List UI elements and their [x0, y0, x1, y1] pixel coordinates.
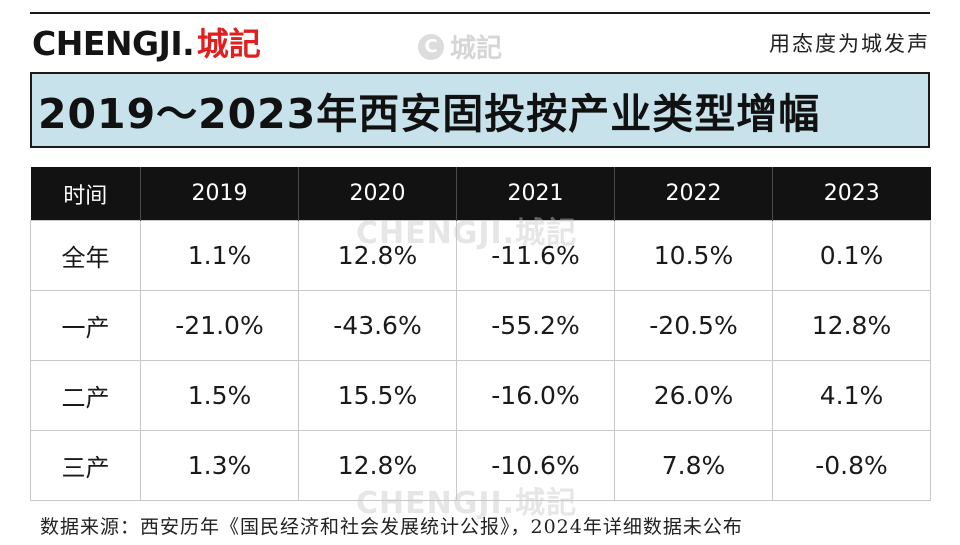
table-row: 二产 1.5% 15.5% -16.0% 26.0% 4.1% — [30, 360, 931, 431]
header-watermark: C 城記 — [418, 28, 502, 65]
header-cell-year: 2020 — [298, 167, 457, 221]
table-cell: -55.2% — [456, 290, 615, 361]
table-cell: -43.6% — [298, 290, 457, 361]
logo-dot: . — [182, 24, 195, 63]
table-row: 全年 1.1% 12.8% -11.6% 10.5% 0.1% — [30, 220, 931, 291]
row-label: 一产 — [30, 290, 141, 361]
header-cell-year: 2022 — [614, 167, 773, 221]
row-label: 全年 — [30, 220, 141, 291]
table-cell: 1.3% — [140, 430, 299, 501]
watermark-c-icon: C — [418, 33, 444, 60]
table-cell: 4.1% — [772, 360, 931, 431]
table-cell: 1.1% — [140, 220, 299, 291]
table-cell: 15.5% — [298, 360, 457, 431]
row-label: 二产 — [30, 360, 141, 431]
table-cell: 26.0% — [614, 360, 773, 431]
header-cell-year: 2019 — [140, 167, 299, 221]
page-title: 2019～2023年西安固投按产业类型增幅 — [38, 90, 821, 138]
watermark-text: 城記 — [450, 34, 503, 64]
table-cell: -11.6% — [456, 220, 615, 291]
title-banner: 2019～2023年西安固投按产业类型增幅 — [30, 72, 930, 148]
table-row: 三产 1.3% 12.8% -10.6% 7.8% -0.8% — [30, 430, 931, 501]
header-cell-year: 2021 — [456, 167, 615, 221]
logo-chinese-text: 城記 — [196, 25, 261, 63]
table-cell: 12.8% — [298, 220, 457, 291]
table-cell: -20.5% — [614, 290, 773, 361]
table-cell: 7.8% — [614, 430, 773, 501]
row-label: 三产 — [30, 430, 141, 501]
header-cell-year: 2023 — [772, 167, 931, 221]
top-divider — [30, 12, 930, 14]
source-note: 数据来源：西安历年《国民经济和社会发展统计公报》，2024年详细数据未公布 — [40, 516, 743, 538]
table-cell: 10.5% — [614, 220, 773, 291]
table-cell: 12.8% — [298, 430, 457, 501]
table-cell: 0.1% — [772, 220, 931, 291]
table-row: 一产 -21.0% -43.6% -55.2% -20.5% 12.8% — [30, 290, 931, 361]
table-cell: -16.0% — [456, 360, 615, 431]
table-cell: 1.5% — [140, 360, 299, 431]
brand-logo: CHENGJI . 城記 — [32, 24, 261, 64]
logo-latin-text: CHENGJI — [32, 24, 183, 63]
table-cell: 12.8% — [772, 290, 931, 361]
table-cell: -0.8% — [772, 430, 931, 501]
table-cell: -21.0% — [140, 290, 299, 361]
table-header-row: 时间 2019 2020 2021 2022 2023 — [30, 167, 931, 221]
header-cell-time: 时间 — [30, 167, 141, 221]
growth-table: 时间 2019 2020 2021 2022 2023 全年 1.1% 12.8… — [30, 167, 931, 501]
slogan: 用态度为城发声 — [769, 32, 930, 56]
table-cell: -10.6% — [456, 430, 615, 501]
